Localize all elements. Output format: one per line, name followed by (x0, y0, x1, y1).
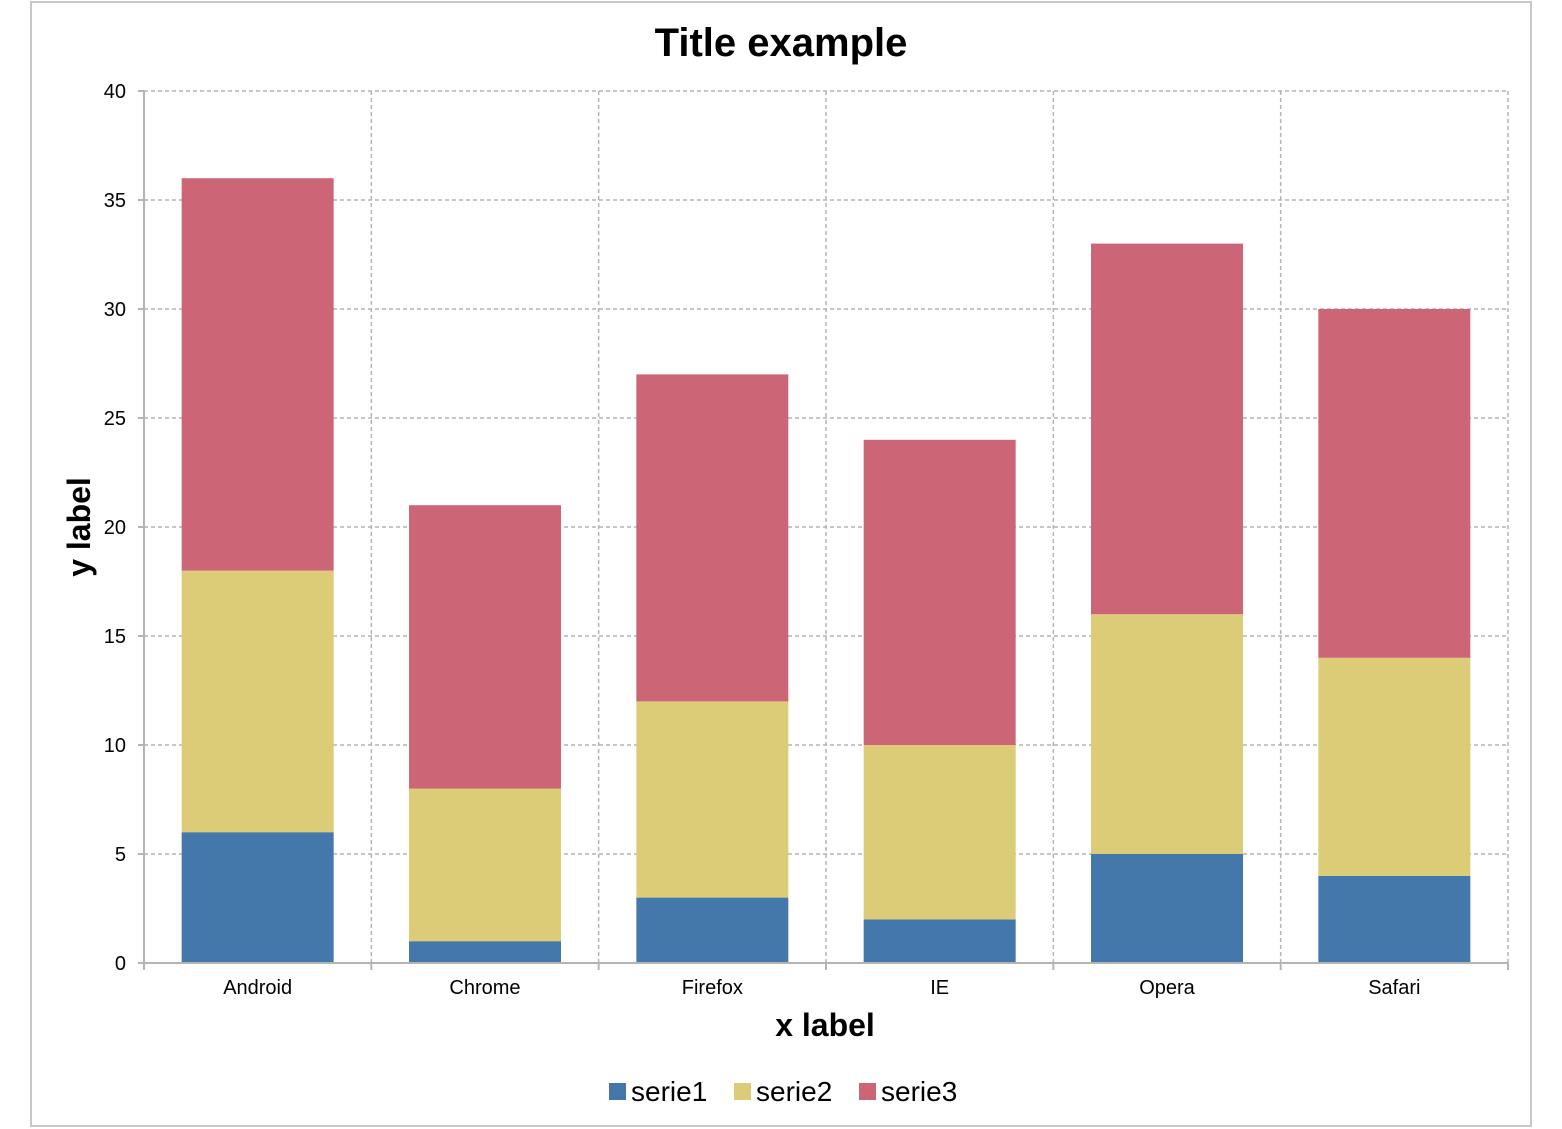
y-tick-label: 10 (104, 735, 126, 757)
bar-opera-serie3 (1091, 243, 1243, 615)
bar-firefox-serie3 (636, 374, 789, 702)
legend-swatch-serie1 (609, 1083, 626, 1100)
x-tick-label: Chrome (449, 977, 520, 999)
bar-android-serie1 (181, 832, 334, 963)
bar-safari-serie2 (1318, 657, 1471, 876)
x-tick-labels: Android Chrome Firefox IE Opera Safari (223, 977, 1420, 999)
bar-android-serie3 (181, 178, 334, 571)
y-tick-label: 25 (104, 408, 126, 430)
axes (138, 90, 1509, 970)
legend-label-serie2: serie2 (756, 1076, 832, 1107)
legend-label-serie1: serie1 (631, 1076, 707, 1107)
grid (144, 90, 1509, 963)
x-tick-label: Firefox (682, 977, 743, 999)
legend-swatch-serie2 (734, 1083, 751, 1100)
y-tick-label: 5 (115, 844, 126, 866)
y-tick-label: 15 (104, 626, 126, 648)
x-tick-label: IE (930, 977, 949, 999)
bar-safari-serie1 (1318, 875, 1471, 963)
bar-opera-serie1 (1091, 854, 1243, 963)
bar-ie-serie1 (863, 919, 1016, 963)
legend: serie1 serie2 serie3 (609, 1076, 957, 1107)
bar-firefox-serie1 (636, 897, 789, 963)
y-tick-label: 35 (104, 190, 126, 212)
y-tick-label: 40 (104, 81, 126, 103)
legend-swatch-serie3 (859, 1083, 876, 1100)
y-tick-label: 30 (104, 299, 126, 321)
legend-label-serie3: serie3 (881, 1076, 957, 1107)
bar-chrome-serie3 (409, 505, 561, 789)
bars (181, 178, 1471, 963)
x-tick-label: Android (223, 977, 292, 999)
x-axis-label: x label (775, 1007, 875, 1043)
bar-safari-serie3 (1318, 309, 1471, 658)
x-tick-label: Safari (1368, 977, 1420, 999)
bar-opera-serie2 (1091, 614, 1243, 854)
y-tick-label: 20 (104, 517, 126, 539)
y-tick-labels: 0 5 10 15 20 25 30 35 40 (104, 81, 126, 975)
bar-android-serie2 (181, 570, 334, 833)
y-axis-label: y label (61, 477, 97, 577)
bar-ie-serie2 (863, 745, 1016, 920)
chart-title: Title example (655, 21, 908, 65)
bar-ie-serie3 (863, 439, 1016, 745)
bar-chrome-serie2 (409, 788, 561, 942)
bar-firefox-serie2 (636, 701, 789, 898)
x-tick-label: Opera (1139, 977, 1195, 999)
y-tick-label: 0 (115, 953, 126, 975)
bar-chrome-serie1 (409, 941, 561, 963)
